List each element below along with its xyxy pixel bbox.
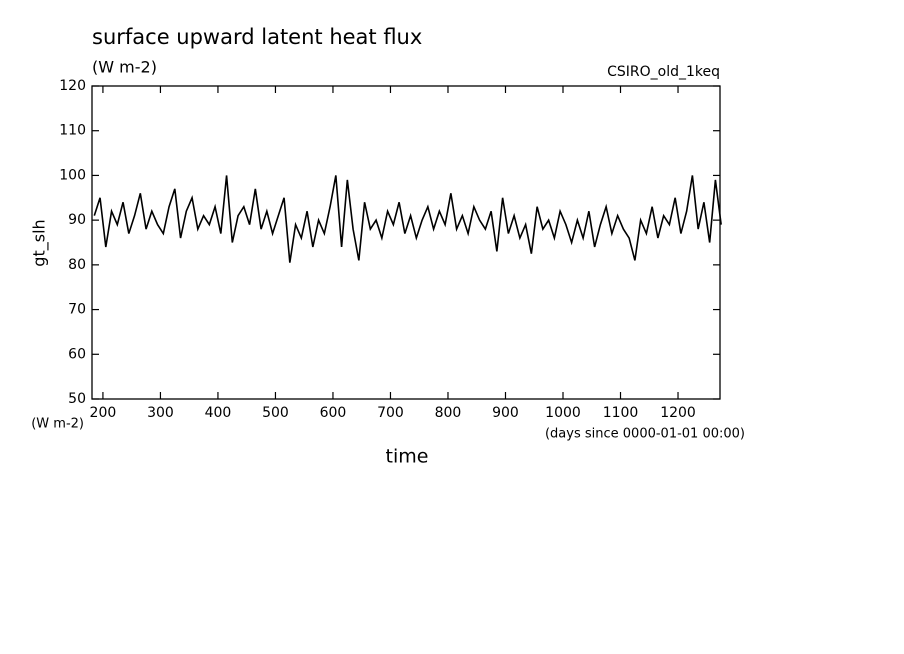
chart-title: surface upward latent heat flux	[92, 25, 422, 49]
x-tick-label: 300	[147, 405, 174, 421]
y-tick-label: 90	[68, 212, 86, 228]
x-tick-label: 900	[492, 405, 519, 421]
x-units: (days since 0000-01-01 00:00)	[545, 427, 745, 442]
x-tick-label: 1000	[545, 405, 581, 421]
x-tick-label: 1200	[660, 405, 696, 421]
chart-subtitle: (W m-2)	[92, 58, 157, 77]
y-tick-label: 60	[68, 346, 86, 362]
data-line	[93, 175, 722, 263]
x-tick-label: 400	[205, 405, 232, 421]
x-axis-label: time	[386, 446, 429, 468]
y-tick-label: 70	[68, 302, 86, 318]
x-tick-label: 800	[435, 405, 462, 421]
y-tick-label: 100	[59, 167, 86, 183]
y-tick-label: 50	[68, 391, 86, 407]
x-tick-label: 600	[320, 405, 347, 421]
y-axis-label: gt_slh	[30, 219, 50, 266]
x-tick-label: 700	[377, 405, 404, 421]
y-units: (W m-2)	[31, 417, 84, 432]
y-tick-label: 80	[68, 257, 86, 273]
annotation: CSIRO_old_1keq	[607, 64, 720, 80]
x-tick-label: 1100	[603, 405, 639, 421]
y-tick-label: 120	[59, 78, 86, 94]
plot-frame	[91, 85, 721, 400]
x-tick-label: 200	[90, 405, 117, 421]
y-tick-label: 110	[59, 123, 86, 139]
x-tick-label: 500	[262, 405, 289, 421]
